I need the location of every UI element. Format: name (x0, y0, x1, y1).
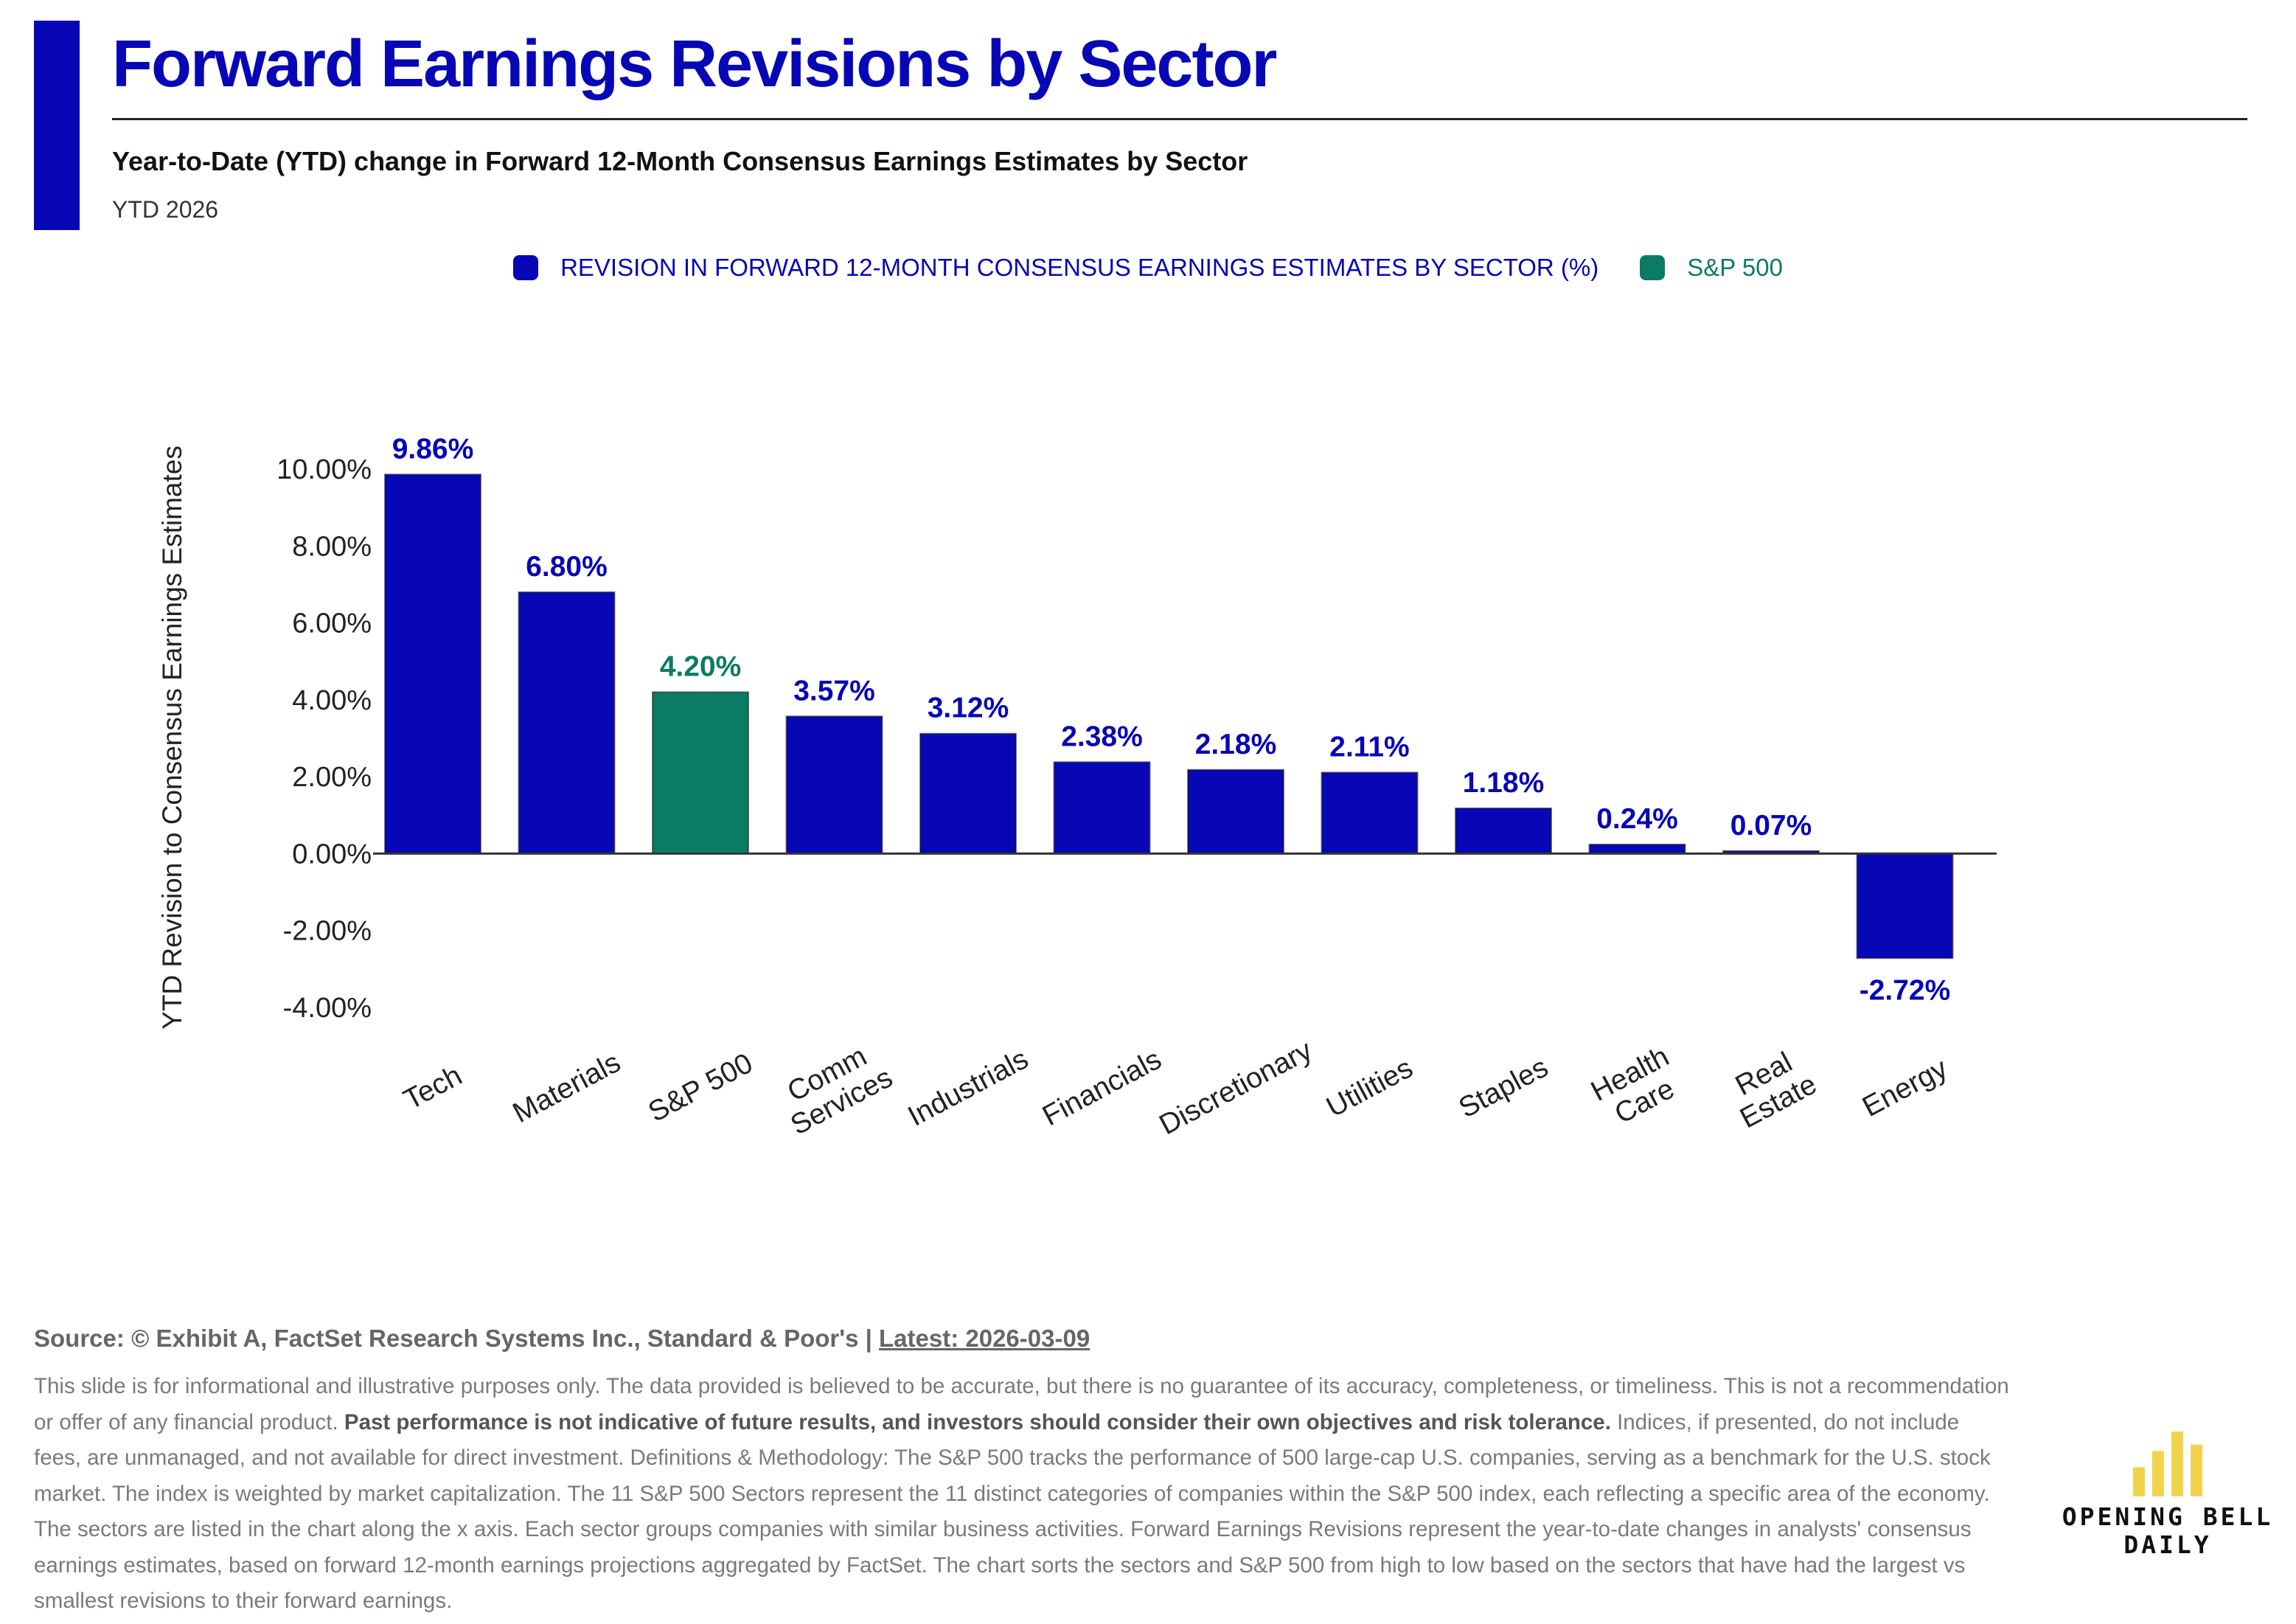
legend-item-sp500: S&P 500 (1640, 254, 1783, 282)
legend-swatch-sectors (513, 255, 539, 280)
period-label: YTD 2026 (112, 196, 219, 223)
y-tick-label: 10.00% (276, 454, 372, 485)
bar (1053, 761, 1151, 855)
bar (1187, 768, 1284, 855)
bar (919, 732, 1017, 855)
bar (1455, 807, 1552, 855)
bar (1856, 853, 1954, 960)
x-tick-line: Staples (1454, 1051, 1554, 1124)
x-tick-text: Industrials (903, 1043, 1034, 1132)
x-tick-label: S&P 500 (643, 1047, 757, 1128)
x-tick-label: Materials (508, 1047, 626, 1129)
data-label: 9.86% (392, 433, 474, 465)
bar (518, 591, 616, 855)
x-tick-text: Staples (1454, 1051, 1554, 1124)
x-tick-text: HealthCare (1586, 1041, 1688, 1135)
x-tick-label: CommServices (771, 1034, 898, 1141)
x-tick-label: Industrials (903, 1043, 1034, 1132)
y-tick-label: 6.00% (292, 608, 372, 639)
x-tick-line: Financials (1037, 1044, 1166, 1132)
y-tick-label: -4.00% (283, 993, 372, 1024)
y-tick-label: 2.00% (292, 762, 372, 793)
x-tick-line: Tech (399, 1060, 467, 1117)
y-axis-title-group: YTD Revision to Consensus Earnings Estim… (157, 445, 187, 1030)
title-divider (112, 118, 2247, 120)
data-label: 3.57% (793, 675, 875, 707)
y-tick-label: -2.00% (283, 916, 372, 947)
data-label: 4.20% (660, 650, 742, 682)
x-tick-text: Discretionary (1155, 1034, 1318, 1141)
x-tick-line: Industrials (903, 1043, 1034, 1132)
x-tick-label: Energy (1857, 1052, 1953, 1123)
x-tick-label: Staples (1454, 1051, 1554, 1124)
bar-chart: YTD Revision to Consensus Earnings Estim… (157, 433, 1997, 1142)
y-axis-title: YTD Revision to Consensus Earnings Estim… (157, 445, 187, 1030)
x-tick-line: S&P 500 (643, 1047, 757, 1128)
data-label: 2.38% (1061, 721, 1143, 752)
x-tick-label: Financials (1037, 1044, 1166, 1132)
page-title: Forward Earnings Revisions by Sector (112, 27, 1277, 101)
data-label: 3.12% (928, 693, 1009, 724)
logo-bars-icon (2133, 1432, 2202, 1496)
data-label: -2.72% (1860, 974, 1951, 1006)
x-tick-label: HealthCare (1586, 1041, 1688, 1135)
x-tick-label: Discretionary (1155, 1034, 1318, 1141)
x-tick-text: CommServices (771, 1034, 898, 1141)
data-label: 2.18% (1195, 729, 1277, 760)
bar (785, 715, 883, 855)
latest-date-link[interactable]: Latest: 2026-03-09 (879, 1325, 1090, 1352)
x-tick-text: Utilities (1321, 1052, 1418, 1123)
data-label: 0.07% (1730, 810, 1812, 842)
source-line: Source: © Exhibit A, FactSet Research Sy… (34, 1325, 1090, 1353)
data-label: 0.24% (1596, 803, 1678, 835)
x-axis-labels: Tech Materials S&P 500 CommServices Industri… (399, 1034, 1953, 1141)
x-tick-line: Discretionary (1155, 1034, 1318, 1141)
bar (1321, 771, 1419, 855)
x-tick-text: Materials (508, 1047, 626, 1129)
x-tick-text: S&P 500 (643, 1047, 757, 1128)
x-tick-label: RealEstate (1720, 1041, 1822, 1135)
logo-line-1: OPENING BELL (2062, 1502, 2274, 1531)
logo-line-2: DAILY (2123, 1530, 2212, 1559)
y-axis-ticks: 10.00% 8.00% 6.00% 4.00% 2.00% 0.00% -2.00% -4.… (276, 454, 372, 1024)
bars (384, 473, 1954, 960)
chart-subtitle: Year-to-Date (YTD) change in Forward 12-… (112, 146, 1248, 176)
disclaimer-text-1: This slide is for informational and illu… (34, 1374, 2009, 1434)
x-tick-label: Utilities (1321, 1052, 1418, 1123)
logo-bar (2133, 1467, 2145, 1496)
y-tick-label: 4.00% (292, 685, 372, 716)
x-tick-text: RealEstate (1720, 1041, 1822, 1134)
legend-swatch-sp500 (1640, 255, 1666, 280)
x-tick-label: Tech (399, 1060, 467, 1117)
bar (1588, 843, 1686, 855)
x-tick-line: Materials (508, 1047, 626, 1129)
x-tick-text: Financials (1037, 1044, 1166, 1132)
disclaimer-text-2: Indices, if presented, do not include fe… (34, 1409, 1991, 1614)
legend-label-sp500: S&P 500 (1687, 254, 1783, 281)
bar (652, 691, 749, 855)
x-tick-line: Utilities (1321, 1052, 1418, 1123)
accent-bar (34, 21, 80, 230)
value-labels: 9.86% 6.80% 4.20% 3.57% 3.12% 2.38% 2.18% 2.11%… (392, 433, 1951, 1006)
y-tick-label: 0.00% (292, 839, 372, 870)
y-tick-label: 8.00% (292, 531, 372, 562)
bar (384, 473, 481, 855)
disclaimer-bold-text: Past performance is not indicative of fu… (344, 1409, 1611, 1434)
x-tick-text: Tech (399, 1060, 467, 1117)
data-label: 2.11% (1329, 731, 1409, 763)
legend-item-sectors: REVISION IN FORWARD 12-MONTH CONSENSUS E… (513, 254, 1598, 282)
data-label: 1.18% (1463, 767, 1545, 799)
chart-legend: REVISION IN FORWARD 12-MONTH CONSENSUS E… (0, 254, 2296, 282)
source-text: Source: © Exhibit A, FactSet Research Sy… (34, 1325, 880, 1352)
logo-bar (2191, 1444, 2202, 1496)
x-tick-text: Energy (1857, 1052, 1953, 1123)
legend-label-sectors: REVISION IN FORWARD 12-MONTH CONSENSUS E… (560, 254, 1599, 281)
opening-bell-daily-logo: OPENING BELL DAILY (2057, 1431, 2278, 1559)
logo-bar (2152, 1451, 2164, 1496)
logo-bar (2171, 1432, 2183, 1496)
data-label: 6.80% (526, 551, 608, 583)
disclaimer: This slide is for informational and illu… (34, 1369, 2010, 1620)
x-tick-line: Energy (1857, 1052, 1953, 1123)
